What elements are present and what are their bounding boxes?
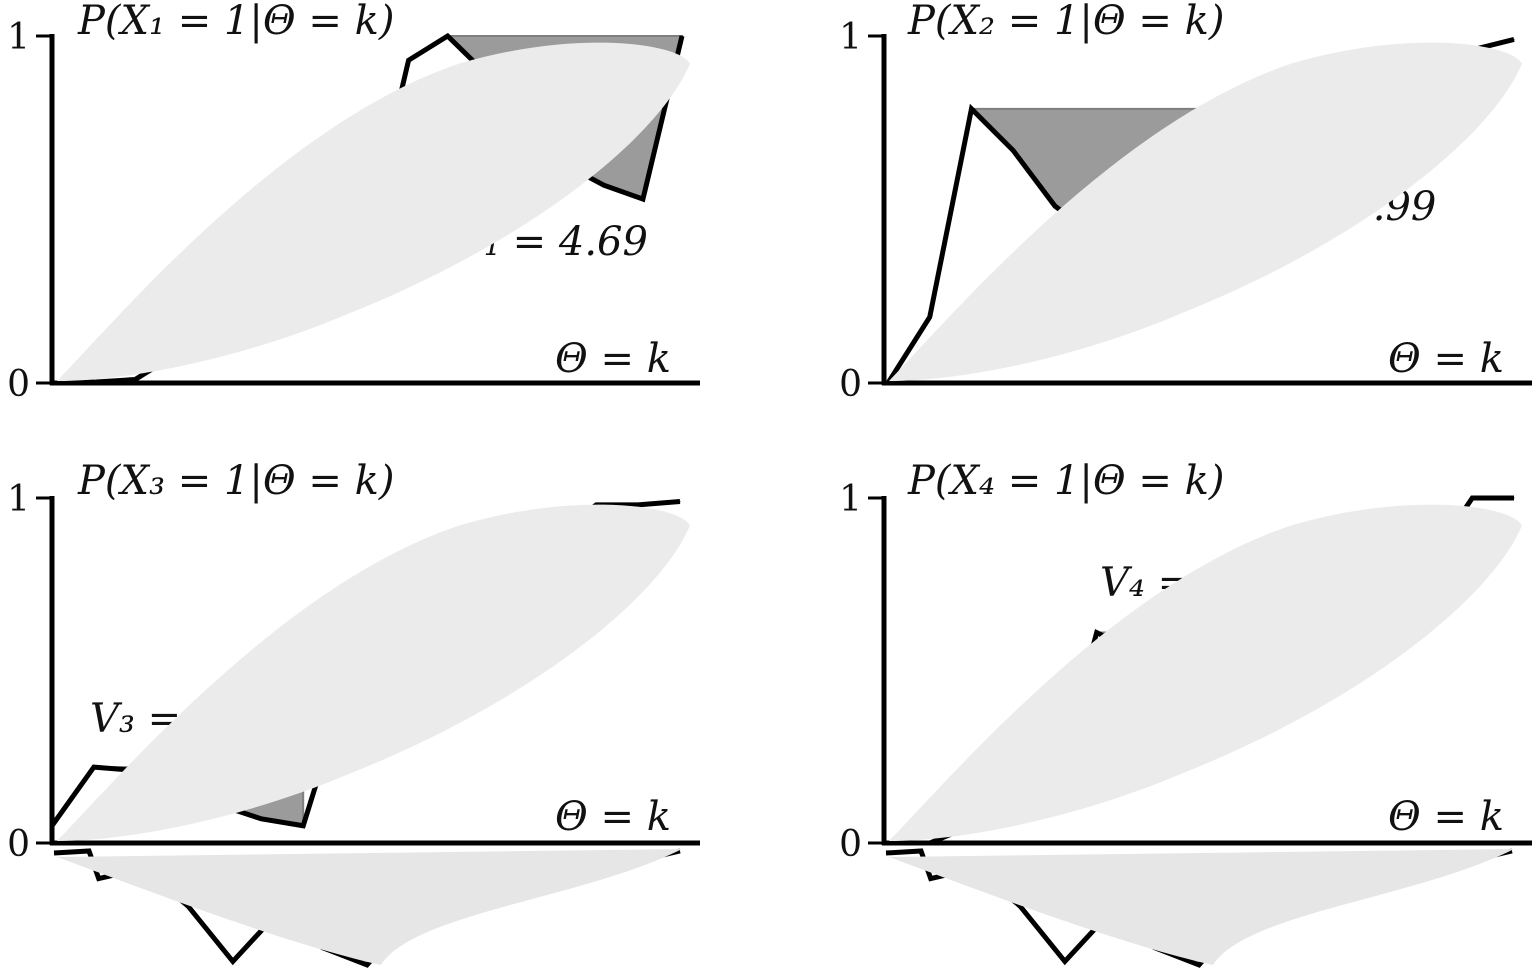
data-point <box>637 504 639 506</box>
data-point <box>603 184 605 186</box>
data-point <box>1471 497 1473 499</box>
uncertainty-band-2 <box>889 42 1522 381</box>
uncertainty-band-4 <box>889 504 1522 841</box>
y-tick-label-1: 1 <box>7 479 30 520</box>
data-point <box>929 316 931 318</box>
band-shape <box>889 849 1514 965</box>
chart-title: P(X₂ = 1|Θ = k) <box>907 0 1224 44</box>
band-shape <box>889 504 1522 841</box>
data-point <box>642 198 644 200</box>
lower-band-3 <box>57 849 682 965</box>
band-shape <box>57 849 682 965</box>
band-shape <box>57 42 690 381</box>
data-point <box>447 35 449 37</box>
data-point <box>970 108 972 110</box>
x-axis-label: Θ = k <box>1388 794 1504 840</box>
data-point <box>134 379 136 381</box>
y-tick-label-1: 1 <box>839 479 862 520</box>
y-tick-label-0: 0 <box>7 364 30 405</box>
data-point <box>302 825 304 827</box>
lower-band-4 <box>889 849 1514 965</box>
y-tick-label-0: 0 <box>7 824 30 865</box>
uncertainty-band-1 <box>57 42 690 381</box>
data-point <box>1513 38 1515 40</box>
data-point <box>408 59 410 61</box>
data-point <box>260 818 262 820</box>
y-tick-label-0: 0 <box>839 824 862 865</box>
chart-title: P(X₄ = 1|Θ = k) <box>907 458 1224 504</box>
chart-title: P(X₁ = 1|Θ = k) <box>77 0 394 44</box>
data-point <box>681 35 683 37</box>
y-tick-label-0: 0 <box>839 364 862 405</box>
data-point <box>1012 150 1014 152</box>
data-point <box>1054 205 1056 207</box>
y-tick-label-1: 1 <box>839 17 862 58</box>
data-point <box>1096 632 1098 634</box>
y-tick-label-1: 1 <box>7 17 30 58</box>
x-axis-label: Θ = k <box>1388 336 1504 382</box>
band-shape <box>57 504 690 841</box>
chart-title: P(X₃ = 1|Θ = k) <box>77 458 394 504</box>
band-shape <box>889 42 1522 381</box>
data-point <box>1513 497 1515 499</box>
data-point <box>679 500 681 502</box>
x-axis-label: Θ = k <box>555 794 671 840</box>
x-axis-label: Θ = k <box>555 336 671 382</box>
data-point <box>93 766 95 768</box>
uncertainty-band-3 <box>57 504 690 841</box>
